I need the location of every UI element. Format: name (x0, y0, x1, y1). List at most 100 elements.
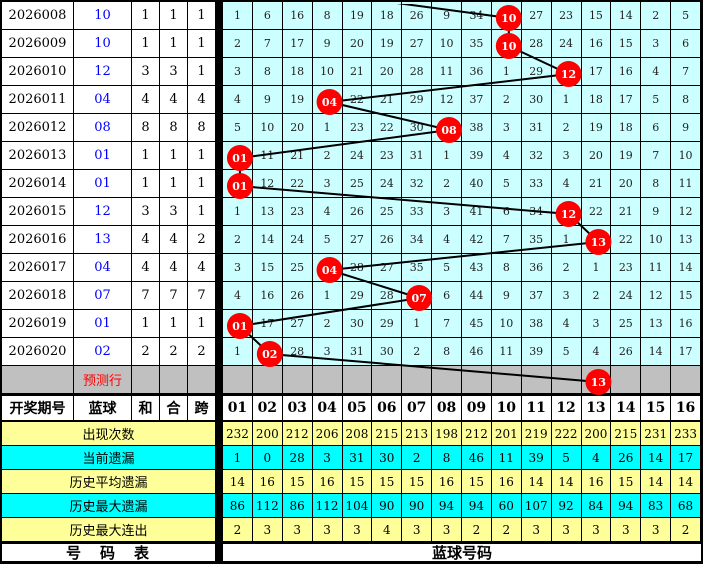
stat-value-cell: 2 (491, 518, 522, 542)
miss-value-cell: 40 (462, 170, 492, 198)
span-cell: 8 (188, 114, 216, 142)
miss-value-cell: 1 (432, 142, 462, 170)
ball-column-header: 09 (462, 396, 492, 420)
prediction-grid-cell[interactable] (372, 366, 403, 394)
miss-value-cell: 19 (372, 30, 403, 58)
prediction-grid-cell[interactable] (521, 366, 552, 394)
miss-value-cell: 17 (252, 310, 283, 338)
span-cell: 1 (188, 170, 216, 198)
span-cell: 1 (188, 198, 216, 226)
prediction-grid-cell[interactable] (462, 366, 492, 394)
miss-value-cell: 16 (282, 2, 313, 30)
miss-value-cell: 30 (372, 338, 403, 366)
blue-ball-cell: 08 (74, 114, 132, 142)
prediction-label: 预测行 (74, 366, 132, 394)
miss-value-cell (223, 310, 253, 338)
stat-value-cell: 200 (581, 422, 612, 446)
miss-value-cell: 31 (342, 338, 373, 366)
prediction-grid-cell[interactable] (551, 366, 582, 394)
blue-ball-cell: 02 (74, 338, 132, 366)
period-cell: 2026019 (2, 310, 74, 338)
prediction-grid-cell[interactable] (491, 366, 522, 394)
section-divider (216, 310, 223, 338)
prediction-grid-cell[interactable] (402, 366, 433, 394)
prediction-grid-cell[interactable] (671, 366, 701, 394)
miss-value-cell: 42 (462, 226, 492, 254)
table-header-row: 开奖期号 蓝球和合跨 01 02 03 04 05 06 07 08 09 10 11 12 13 14 15 1… (2, 394, 701, 422)
sum-cell: 3 (132, 58, 160, 86)
prediction-grid-cell[interactable] (432, 366, 462, 394)
period-cell: 2026013 (2, 142, 74, 170)
miss-value-cell: 22 (282, 170, 313, 198)
period-cell: 2026015 (2, 198, 74, 226)
miss-value-cell: 13 (252, 198, 283, 226)
section-divider (216, 396, 223, 420)
miss-value-cell: 31 (402, 142, 433, 170)
miss-value-cell: 21 (611, 198, 642, 226)
miss-value-cell: 32 (402, 170, 433, 198)
miss-value-cell: 24 (342, 142, 373, 170)
trend-row: 2026015 12 3 3 1 1 13 23 4 26 25 33 3 41 6 34 22 21 9 12 (2, 198, 701, 226)
stat-value-cell: 222 (551, 422, 582, 446)
sum-cell: 2 (132, 338, 160, 366)
prediction-grid-cell[interactable] (641, 366, 672, 394)
stat-value-cell: 2 (671, 518, 701, 542)
prediction-grid-cell[interactable] (611, 366, 642, 394)
section-divider (216, 86, 223, 114)
prediction-grid-cell[interactable] (342, 366, 373, 394)
miss-value-cell: 5 (312, 226, 343, 254)
stat-label: 历史最大连出 (2, 518, 216, 542)
miss-value-cell: 34 (402, 226, 433, 254)
miss-value-cell: 10 (432, 30, 462, 58)
miss-value-cell: 18 (282, 58, 313, 86)
combine-cell: 4 (160, 226, 188, 254)
miss-value-cell: 12 (432, 86, 462, 114)
miss-value-cell: 3 (491, 114, 522, 142)
stat-value-cell: 206 (312, 422, 343, 446)
miss-value-cell: 24 (282, 226, 313, 254)
prediction-grid-cell[interactable] (282, 366, 313, 394)
miss-value-cell: 3 (432, 198, 462, 226)
prediction-grid-cell[interactable] (252, 366, 283, 394)
miss-value-cell: 3 (551, 142, 582, 170)
stat-value-cell: 4 (581, 446, 612, 470)
stat-row: 历史最大连出 2 3 3 3 3 4 3 3 2 2 3 3 3 3 3 2 (2, 518, 701, 542)
blue-ball-cell: 04 (74, 254, 132, 282)
section-divider (216, 446, 223, 470)
miss-value-cell: 3 (223, 58, 253, 86)
prediction-period-cell (2, 366, 74, 394)
miss-value-cell: 23 (342, 114, 373, 142)
stat-value-cell: 39 (521, 446, 552, 470)
miss-value-cell: 29 (521, 58, 552, 86)
span-cell: 1 (188, 2, 216, 30)
stat-value-cell: 28 (282, 446, 313, 470)
miss-value-cell: 43 (462, 254, 492, 282)
stat-value-cell: 233 (671, 422, 701, 446)
ball-column-header: 05 (342, 396, 373, 420)
period-cell: 2026018 (2, 282, 74, 310)
stat-label: 历史最大遗漏 (2, 494, 216, 518)
stat-value-cell: 3 (521, 518, 552, 542)
miss-value-cell: 17 (671, 338, 701, 366)
footer-row: 号 码 表 蓝球号码 (2, 542, 701, 562)
stat-value-cell: 3 (432, 518, 462, 542)
miss-value-cell: 30 (342, 310, 373, 338)
prediction-grid-cell[interactable] (581, 366, 612, 394)
stat-value-cell: 14 (521, 470, 552, 494)
prediction-grid-cell[interactable] (312, 366, 343, 394)
miss-value-cell: 1 (551, 226, 582, 254)
period-cell: 2026020 (2, 338, 74, 366)
prediction-grid-cell[interactable] (223, 366, 253, 394)
stat-value-cell: 14 (641, 446, 672, 470)
miss-value-cell: 9 (491, 282, 522, 310)
stat-row: 出现次数 232 200 212 206 208 215 213 198 212 201 219 222… (2, 422, 701, 446)
miss-value-cell: 28 (402, 58, 433, 86)
stat-value-cell: 2 (402, 446, 433, 470)
period-cell: 2026008 (2, 2, 74, 30)
sum-cell: 7 (132, 282, 160, 310)
miss-value-cell: 11 (432, 58, 462, 86)
miss-value-cell: 27 (521, 2, 552, 30)
miss-value-cell: 4 (223, 86, 253, 114)
miss-value-cell: 11 (671, 170, 701, 198)
stat-value-cell: 1 (223, 446, 253, 470)
